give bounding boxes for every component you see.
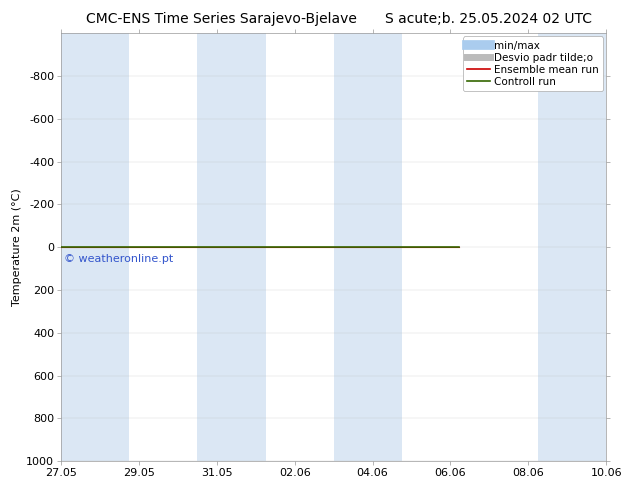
Text: © weatheronline.pt: © weatheronline.pt <box>64 254 173 264</box>
Bar <box>197 33 266 461</box>
Title: CMC-ENS Time Series Sarajevo-Bjelave     S acute;b. 25.05.2024 02 UTC: CMC-ENS Time Series Sarajevo-Bjelave S a… <box>0 489 1 490</box>
Bar <box>333 33 402 461</box>
Legend: min/max, Desvio padr tilde;o, Ensemble mean run, Controll run: min/max, Desvio padr tilde;o, Ensemble m… <box>463 36 603 91</box>
Y-axis label: Temperature 2m (°C): Temperature 2m (°C) <box>12 188 22 306</box>
Text: CMC-ENS Time Series Sarajevo-Bjelave: CMC-ENS Time Series Sarajevo-Bjelave <box>86 12 358 26</box>
Bar <box>61 33 129 461</box>
Text: S acute;b. 25.05.2024 02 UTC: S acute;b. 25.05.2024 02 UTC <box>385 12 592 26</box>
Bar <box>538 33 606 461</box>
